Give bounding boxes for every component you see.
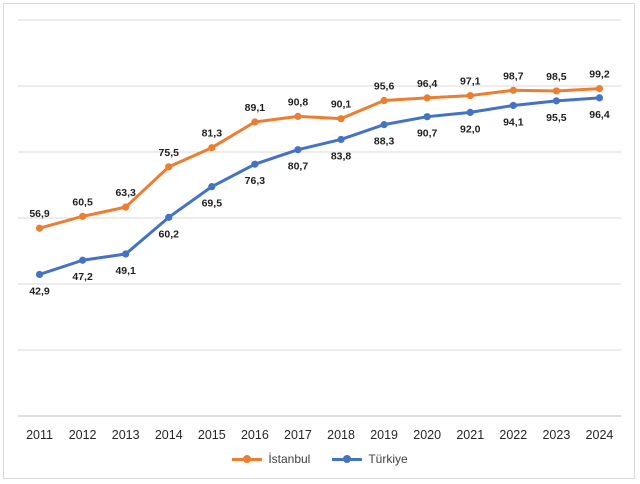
- legend-label: Türkiye: [368, 452, 408, 466]
- data-label: 90,8: [288, 96, 309, 108]
- x-tick-label: 2013: [112, 428, 140, 442]
- data-label: 99,2: [589, 69, 610, 81]
- data-point: [423, 113, 431, 121]
- data-label: 92,0: [460, 123, 481, 135]
- legend-swatch: [332, 454, 363, 464]
- x-tick-label: 2015: [198, 428, 226, 442]
- x-tick-label: 2012: [69, 428, 97, 442]
- data-point: [294, 146, 302, 154]
- data-point: [165, 213, 173, 221]
- data-label: 96,4: [589, 109, 610, 121]
- data-point: [251, 118, 259, 126]
- data-point: [35, 270, 44, 279]
- data-label: 60,2: [159, 228, 180, 240]
- data-label: 47,2: [72, 271, 93, 283]
- x-tick-label: 2019: [370, 428, 398, 442]
- data-label: 63,3: [115, 187, 136, 199]
- x-tick-label: 2018: [327, 428, 355, 442]
- x-axis-ticks: 2011 2012 2013 2014 2015 2016 2017 2018 2019 2020…: [26, 428, 613, 442]
- data-point: [294, 112, 302, 120]
- data-point: [208, 183, 216, 191]
- data-point: [509, 101, 517, 110]
- data-point: [165, 163, 173, 171]
- data-point: [380, 121, 388, 129]
- x-tick-label: 2021: [456, 428, 484, 442]
- data-point: [595, 85, 604, 93]
- data-label: 98,5: [546, 71, 567, 83]
- data-point: [466, 91, 474, 100]
- data-labels: 56,9 60,5 63,3 75,5 81,3 89,1 90,8 90,1 95,6 96,4…: [29, 69, 610, 298]
- data-label: 80,7: [288, 161, 309, 173]
- data-label: 42,9: [29, 285, 50, 297]
- data-point: [380, 96, 388, 105]
- data-label: 88,3: [374, 136, 395, 148]
- x-tick-label: 2024: [586, 428, 614, 442]
- data-point: [509, 86, 517, 94]
- data-label: 49,1: [115, 265, 136, 277]
- data-point: [251, 160, 259, 168]
- data-point: [337, 135, 345, 144]
- data-label: 94,1: [503, 116, 524, 128]
- x-tick-label: 2016: [241, 428, 269, 442]
- data-label: 97,1: [460, 76, 481, 88]
- data-label: 96,4: [417, 78, 438, 90]
- data-label: 89,1: [245, 102, 266, 114]
- data-label: 75,5: [159, 147, 180, 159]
- x-tick-label: 2023: [542, 428, 570, 442]
- data-point: [35, 224, 44, 232]
- legend-label: İstanbul: [268, 452, 311, 466]
- data-point: [122, 250, 130, 258]
- series-line-0: [38, 87, 601, 230]
- data-point: [337, 115, 345, 123]
- data-label: 95,6: [374, 81, 395, 93]
- x-tick-label: 2014: [155, 428, 183, 442]
- gridlines: [18, 19, 621, 417]
- data-point: [122, 203, 130, 211]
- x-tick-label: 2020: [413, 428, 441, 442]
- series-line-1: [38, 96, 601, 276]
- data-point: [466, 108, 474, 116]
- data-label: 56,9: [29, 208, 50, 220]
- data-point: [423, 94, 431, 102]
- data-label: 95,5: [546, 112, 567, 124]
- data-label: 81,3: [202, 128, 223, 140]
- x-tick-label: 2017: [284, 428, 312, 442]
- data-label: 76,3: [245, 175, 266, 187]
- data-label: 90,7: [417, 128, 438, 140]
- data-point: [595, 94, 604, 102]
- data-point: [79, 212, 87, 220]
- legend-item: İstanbul: [232, 452, 310, 466]
- data-label: 60,5: [72, 196, 93, 208]
- legend: İstanbul Türkiye: [4, 452, 636, 466]
- x-tick-label: 2022: [499, 428, 527, 442]
- x-tick-label: 2011: [26, 428, 53, 442]
- series-lines: [38, 87, 601, 276]
- chart-area: 2011 2012 2013 2014 2015 2016 2017 2018 2019 2020…: [3, 3, 635, 479]
- data-label: 83,8: [331, 150, 352, 162]
- data-point: [79, 256, 87, 264]
- data-point: [208, 144, 216, 152]
- series-points: [35, 85, 604, 279]
- legend-item: Türkiye: [332, 452, 408, 466]
- data-label: 90,1: [331, 99, 352, 111]
- data-point: [552, 97, 560, 105]
- legend-swatch: [232, 454, 263, 464]
- line-chart: 2011 2012 2013 2014 2015 2016 2017 2018 2019 2020…: [18, 19, 621, 442]
- data-point: [552, 87, 560, 95]
- data-label: 69,5: [202, 198, 223, 210]
- data-label: 98,7: [503, 70, 524, 82]
